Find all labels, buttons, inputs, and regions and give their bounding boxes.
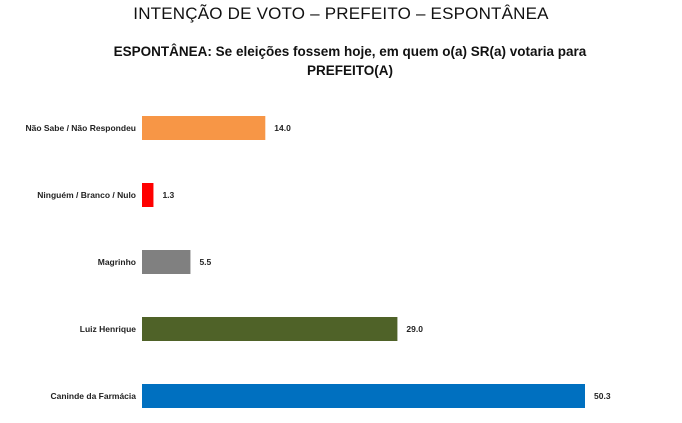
data-label: 5.5: [199, 257, 211, 267]
page-title: INTENÇÃO DE VOTO – PREFEITO – ESPONTÂNEA: [133, 4, 549, 23]
data-label: 14.0: [274, 123, 291, 133]
bar: [142, 183, 154, 207]
category-label: Caninde da Farmácia: [50, 391, 136, 401]
category-label: Luiz Henrique: [80, 324, 136, 334]
data-label: 50.3: [594, 391, 611, 401]
data-label: 1.3: [162, 190, 174, 200]
data-label: 29.0: [406, 324, 423, 334]
bar: [142, 116, 266, 140]
category-label: Magrinho: [98, 257, 136, 267]
category-label: Ninguém / Branco / Nulo: [37, 190, 136, 200]
bar: [142, 384, 585, 408]
bar: [142, 250, 191, 274]
category-label: Não Sabe / Não Respondeu: [25, 123, 136, 133]
bar: [142, 317, 398, 341]
chart-title: ESPONTÂNEA: Se eleições fossem hoje, em …: [113, 44, 587, 78]
